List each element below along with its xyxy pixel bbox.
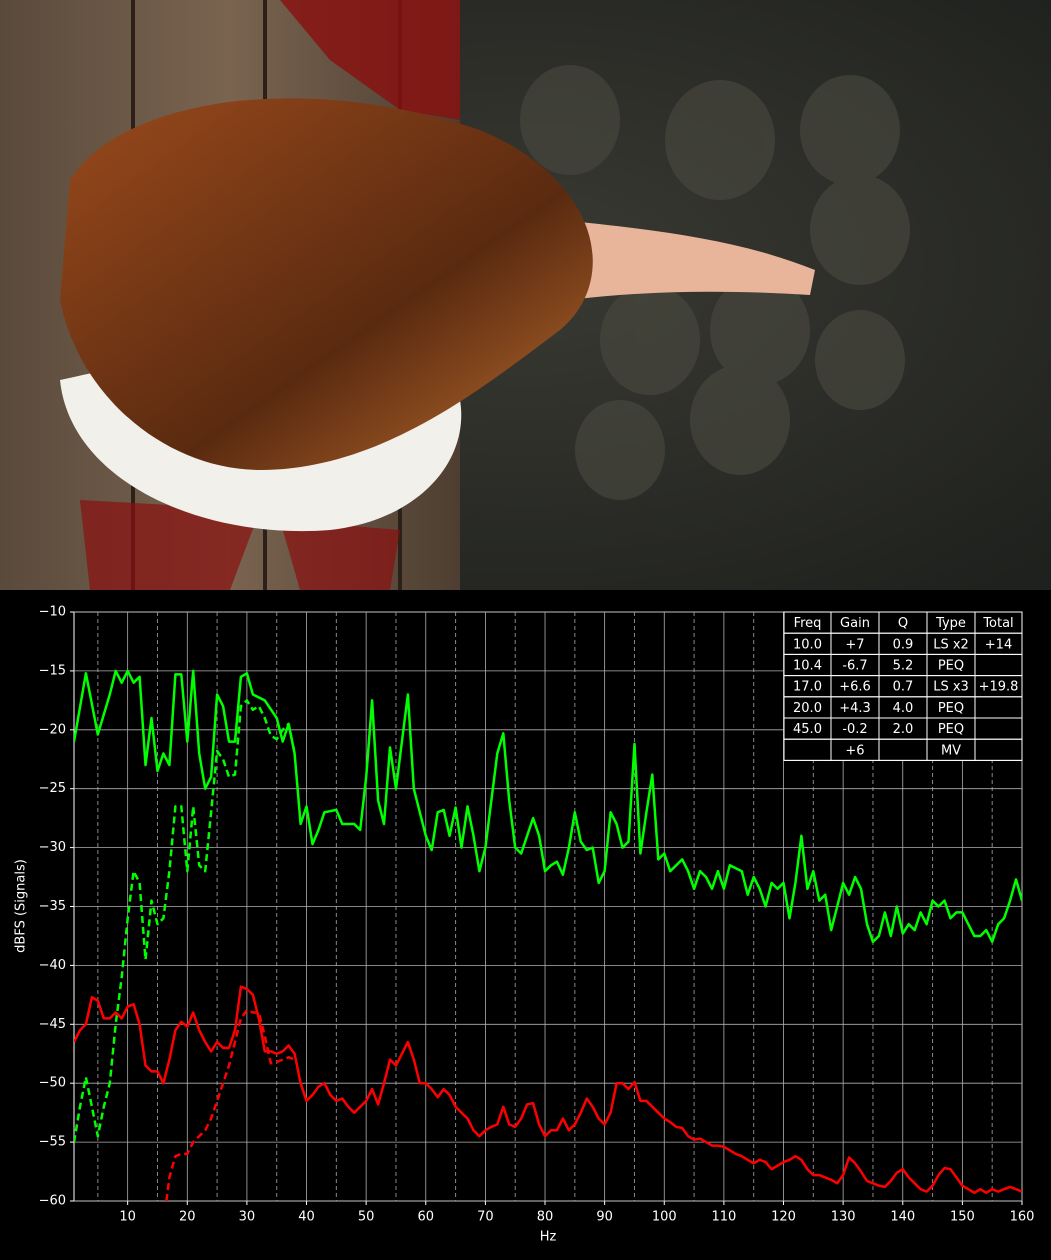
- y-tick-label: −55: [39, 1135, 66, 1150]
- table-cell-text: LS x2: [933, 637, 969, 652]
- table-cell-text: +19.8: [979, 680, 1019, 695]
- x-tick-label: 80: [537, 1210, 554, 1225]
- table-cell-text: PEQ: [938, 701, 964, 716]
- y-tick-label: −20: [39, 722, 66, 737]
- y-tick-label: −50: [39, 1076, 66, 1091]
- x-tick-label: 50: [358, 1210, 375, 1225]
- table-cell-text: MV: [941, 743, 961, 758]
- table-cell-text: 5.2: [893, 659, 914, 674]
- x-axis-label: Hz: [540, 1230, 557, 1245]
- table-cell-text: -0.2: [842, 722, 867, 737]
- table-cell-text: 4.0: [893, 701, 914, 716]
- y-tick-label: −10: [39, 605, 66, 620]
- y-tick-label: −35: [39, 899, 66, 914]
- table-cell-text: +4.3: [839, 701, 871, 716]
- table-cell-text: PEQ: [938, 722, 964, 737]
- table-cell: [974, 738, 1023, 761]
- series-line: [74, 669, 1022, 944]
- x-tick-label: 40: [298, 1210, 315, 1225]
- x-tick-label: 150: [950, 1210, 975, 1225]
- y-tick-label: −60: [39, 1194, 66, 1209]
- y-axis-label: dBFS (Signals): [14, 859, 29, 953]
- y-tick-label: −25: [39, 781, 66, 796]
- table-cell-text: 17.0: [793, 680, 822, 695]
- x-tick-label: 90: [596, 1210, 613, 1225]
- x-tick-label: 100: [652, 1210, 677, 1225]
- table-cell-text: 0.7: [893, 680, 914, 695]
- table-header: Freq: [794, 616, 822, 631]
- y-tick-label: −45: [39, 1017, 66, 1032]
- x-tick-label: 160: [1010, 1210, 1035, 1225]
- x-tick-label: 10: [119, 1210, 136, 1225]
- x-tick-label: 20: [179, 1210, 196, 1225]
- x-tick-label: 130: [831, 1210, 856, 1225]
- table-cell-text: +6: [845, 743, 864, 758]
- table-cell-text: +14: [985, 637, 1012, 652]
- table-header: Type: [935, 616, 966, 631]
- x-tick-label: 110: [711, 1210, 736, 1225]
- table-header: Total: [982, 616, 1013, 631]
- photo: [0, 0, 1051, 590]
- plot: [74, 669, 1022, 1201]
- table: Freq Gain Q Type Total 10.0 +7 0.9 LS x2 +14 10.4 -…: [783, 611, 1023, 761]
- x-tick-label: 60: [418, 1210, 435, 1225]
- series-line: [74, 699, 296, 1143]
- table-cell-text: 20.0: [793, 701, 822, 716]
- table-cell-text: 2.0: [893, 722, 914, 737]
- table-header: Gain: [840, 616, 870, 631]
- ticks: 10 20 30 40 50 60 70 80 90 100 110 120 130 140 150 160 −…: [39, 605, 1035, 1225]
- x-tick-label: 70: [477, 1210, 494, 1225]
- y-tick-label: −30: [39, 840, 66, 855]
- table-cell-text: 10.4: [793, 659, 822, 674]
- table-cell-text: 10.0: [793, 637, 822, 652]
- y-tick-label: −15: [39, 663, 66, 678]
- table-cell-text: +6.6: [839, 680, 871, 695]
- series-line: [165, 1008, 296, 1201]
- table-cell-text: +7: [845, 637, 864, 652]
- x-tick-label: 120: [771, 1210, 796, 1225]
- series-line: [74, 985, 1022, 1195]
- table-cell-text: -6.7: [842, 659, 867, 674]
- table-cell-text: LS x3: [933, 680, 969, 695]
- x-tick-label: 30: [239, 1210, 256, 1225]
- table-cell-text: 45.0: [793, 722, 822, 737]
- x-tick-label: 140: [890, 1210, 915, 1225]
- table-cell-text: PEQ: [938, 659, 964, 674]
- table-header: Q: [898, 616, 908, 631]
- y-tick-label: −40: [39, 958, 66, 973]
- table-background: [783, 611, 1023, 761]
- table-cell-text: 0.9: [893, 637, 914, 652]
